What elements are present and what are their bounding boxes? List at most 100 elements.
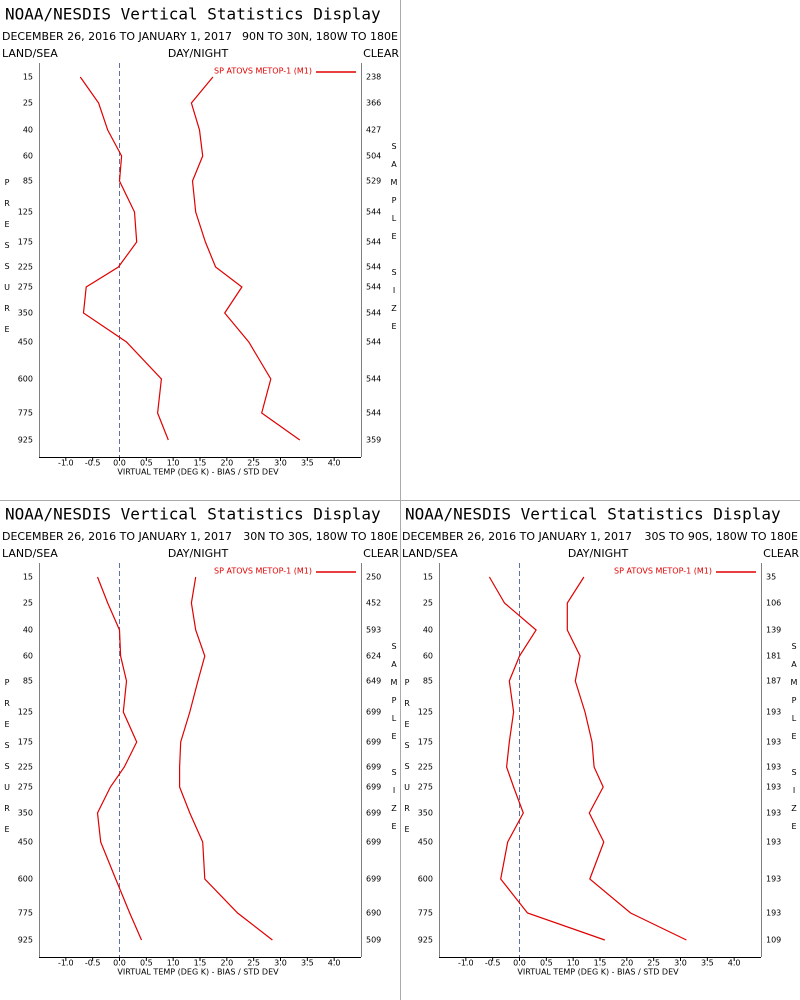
y-tick-label: 40 <box>23 626 33 635</box>
x-tick-label: 0.0 <box>113 459 126 468</box>
x-tick-label: -0.5 <box>85 959 101 968</box>
header: LAND/SEA <box>2 47 58 60</box>
x-tick-label: 3.5 <box>301 959 314 968</box>
sample-size-label: 593 <box>366 626 381 635</box>
legend-label: SP ATOVS METOP-1 (M1) <box>214 567 312 576</box>
x-tick-label: -0.5 <box>485 959 501 968</box>
region: 90N TO 30N, 180W TO 180E <box>242 30 398 43</box>
sample-size-label: 699 <box>366 783 381 792</box>
header: DAY/NIGHT <box>568 547 629 560</box>
y-tick-label: 15 <box>423 573 433 582</box>
sample-size-label: 193 <box>766 838 781 847</box>
x-tick-label: -1.0 <box>58 959 74 968</box>
x-tick-label: 1.5 <box>194 959 207 968</box>
sample-size-label: 181 <box>766 652 781 661</box>
y-tick-label: 40 <box>423 626 433 635</box>
y-tick-label: 175 <box>18 238 33 247</box>
sample-size-label: 193 <box>766 738 781 747</box>
region: 30N TO 30S, 180W TO 180E <box>243 530 398 543</box>
x-tick-label: 4.0 <box>328 459 341 468</box>
sample-size-label: 544 <box>366 263 381 272</box>
series-line <box>488 576 605 941</box>
y-tick-label: 275 <box>418 783 433 792</box>
sample-size-label: 193 <box>766 909 781 918</box>
y-tick-label: 175 <box>418 738 433 747</box>
subtitle: DECEMBER 26, 2016 TO JANUARY 1, 2017 <box>2 30 232 43</box>
x-tick-label: 4.0 <box>328 959 341 968</box>
y-tick-label: 225 <box>418 763 433 772</box>
y-tick-label: 15 <box>23 73 33 82</box>
chart-title: NOAA/NESDIS Vertical Statistics Display <box>405 505 781 524</box>
x-tick-label: 2.0 <box>620 959 633 968</box>
y-tick-label: 350 <box>18 309 33 318</box>
x-tick-label: 3.0 <box>274 459 287 468</box>
sample-size-label: 504 <box>366 152 381 161</box>
x-axis-label: VIRTUAL TEMP (DEG K) - BIAS / STD DEV <box>117 468 279 477</box>
y-tick-label: 450 <box>18 838 33 847</box>
x-axis-label: VIRTUAL TEMP (DEG K) - BIAS / STD DEV <box>117 968 279 977</box>
y-tick-label: 60 <box>23 152 33 161</box>
sample-size-label: 193 <box>766 708 781 717</box>
sample-size-label: 649 <box>366 677 381 686</box>
sample-size-label: 139 <box>766 626 781 635</box>
sample-size-label: 106 <box>766 599 781 608</box>
sample-size-label: 544 <box>366 338 381 347</box>
x-tick-label: 1.5 <box>594 959 607 968</box>
sample-size-label: 544 <box>366 409 381 418</box>
x-axis-label: VIRTUAL TEMP (DEG K) - BIAS / STD DEV <box>517 968 679 977</box>
y-tick-label: 775 <box>18 409 33 418</box>
y-tick-label: 350 <box>418 809 433 818</box>
sample-size-label: 699 <box>366 875 381 884</box>
x-tick-label: 0.0 <box>513 959 526 968</box>
y-tick-label: 600 <box>18 375 33 384</box>
y-tick-label: 15 <box>23 573 33 582</box>
y-tick-label: 85 <box>423 677 433 686</box>
sample-size-label: 544 <box>366 375 381 384</box>
chart-title: NOAA/NESDIS Vertical Statistics Display <box>5 505 381 524</box>
x-tick-label: -0.5 <box>85 459 101 468</box>
x-tick-label: 3.5 <box>701 959 714 968</box>
sample-size-label: 359 <box>366 436 381 445</box>
x-tick-label: 2.0 <box>220 959 233 968</box>
y-tick-label: 60 <box>23 652 33 661</box>
sample-size-label: 699 <box>366 763 381 772</box>
sample-size-label: 529 <box>366 177 381 186</box>
sample-size-label: 544 <box>366 309 381 318</box>
sample-size-label: 624 <box>366 652 381 661</box>
y-tick-label: 25 <box>423 599 433 608</box>
sample-size-label: 699 <box>366 809 381 818</box>
sample-size-label: 238 <box>366 73 381 82</box>
subtitle: DECEMBER 26, 2016 TO JANUARY 1, 2017 <box>2 530 232 543</box>
x-tick-label: 1.0 <box>167 459 180 468</box>
sample-size-label: 452 <box>366 599 381 608</box>
y-tick-label: 125 <box>18 708 33 717</box>
sample-size-label: 35 <box>766 573 776 582</box>
y-tick-label: 925 <box>18 436 33 445</box>
sample-size-label: 544 <box>366 208 381 217</box>
series-line <box>179 576 273 941</box>
header: DAY/NIGHT <box>168 547 229 560</box>
x-tick-label: 0.5 <box>540 959 553 968</box>
y-tick-label: 275 <box>18 283 33 292</box>
x-tick-label: 2.0 <box>220 459 233 468</box>
y-tick-label: 350 <box>18 809 33 818</box>
sample-size-label: 366 <box>366 99 381 108</box>
y-tick-label: 225 <box>18 763 33 772</box>
header: LAND/SEA <box>402 547 458 560</box>
header: CLEAR <box>363 547 399 560</box>
sample-size-label: 109 <box>766 936 781 945</box>
y-tick-label: 125 <box>418 708 433 717</box>
legend-label: SP ATOVS METOP-1 (M1) <box>214 67 312 76</box>
region: 30S TO 90S, 180W TO 180E <box>644 530 798 543</box>
header: CLEAR <box>363 47 399 60</box>
x-tick-label: 3.5 <box>301 459 314 468</box>
y-tick-label: 125 <box>18 208 33 217</box>
x-tick-label: 1.0 <box>567 959 580 968</box>
sample-size-label: 544 <box>366 238 381 247</box>
y-tick-label: 450 <box>18 338 33 347</box>
